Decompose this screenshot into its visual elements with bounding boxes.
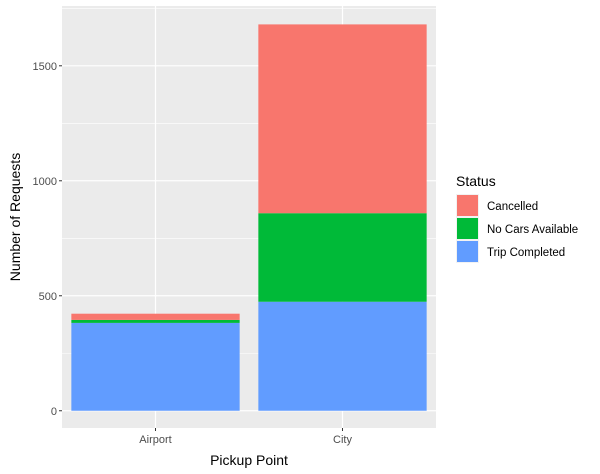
legend-label: Cancelled [487, 201, 538, 213]
y-tick-label: 1000 [33, 176, 57, 188]
legend: Status Cancelled No Cars Available Trip Co… [456, 173, 578, 263]
y-tick-label: 1500 [33, 61, 57, 73]
x-tick-label: City [333, 434, 352, 446]
legend-label: No Cars Available [487, 224, 578, 236]
y-axis: 0 500 1000 1500 [33, 61, 62, 418]
y-axis-title: Number of Requests [7, 153, 23, 281]
x-axis: Airport City [139, 428, 352, 446]
bar-city-no-cars-available [258, 213, 427, 302]
legend-swatch [457, 241, 478, 262]
bar-city-cancelled [258, 24, 427, 214]
legend-swatch [457, 195, 478, 216]
legend-label: Trip Completed [487, 247, 565, 259]
bar-airport-no-cars-available [71, 319, 240, 323]
legend-swatch [457, 218, 478, 239]
legend-title: Status [456, 173, 496, 189]
x-tick-label: Airport [139, 434, 171, 446]
bars [71, 24, 427, 411]
x-axis-title: Pickup Point [210, 452, 288, 468]
bar-airport-cancelled [71, 313, 240, 320]
bar-city-trip-completed [258, 301, 427, 411]
bar-airport-trip-completed [71, 322, 240, 411]
y-tick-label: 0 [51, 406, 57, 418]
y-tick-label: 500 [39, 291, 57, 303]
